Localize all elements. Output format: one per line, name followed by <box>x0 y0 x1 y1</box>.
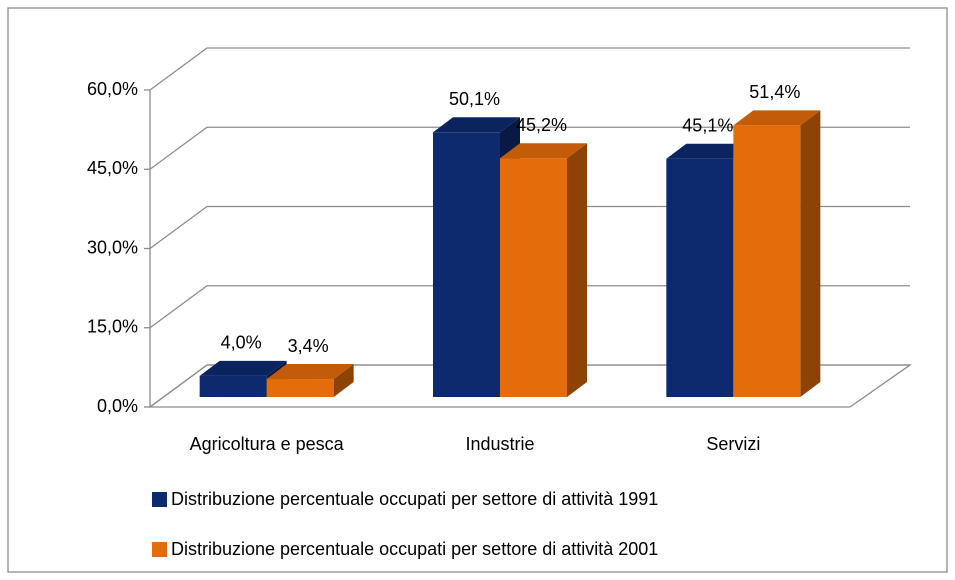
legend-label: Distribuzione percentuale occupati per s… <box>171 489 658 509</box>
data-label: 45,1% <box>682 115 733 135</box>
x-tick-label: Agricoltura e pesca <box>190 434 345 454</box>
y-tick-label: 0,0% <box>97 396 138 416</box>
bar-top <box>733 110 821 126</box>
bar-side <box>800 110 821 397</box>
data-label: 50,1% <box>449 89 500 109</box>
y-tick-label: 30,0% <box>87 237 138 257</box>
grid-line <box>149 47 910 91</box>
bar-top <box>199 360 287 376</box>
bar <box>199 375 267 397</box>
bar-top <box>500 143 587 159</box>
y-tick-label: 15,0% <box>87 317 138 337</box>
legend-swatch <box>152 492 167 507</box>
legend-label: Distribuzione percentuale occupati per s… <box>171 539 658 559</box>
bar-top <box>266 364 354 380</box>
y-tick-label: 60,0% <box>87 79 138 99</box>
data-label: 51,4% <box>749 82 800 102</box>
bar-top <box>433 117 520 133</box>
data-label: 3,4% <box>288 336 329 356</box>
bar-top <box>666 143 754 159</box>
bar <box>666 158 734 397</box>
bar-side <box>333 364 354 397</box>
legend-swatch <box>152 542 167 557</box>
y-tick-label: 45,0% <box>87 158 138 178</box>
bar-side <box>567 143 587 397</box>
bar <box>733 125 801 397</box>
data-label: 4,0% <box>221 333 262 353</box>
x-tick-label: Servizi <box>706 434 760 454</box>
grid-line <box>149 126 910 170</box>
bar <box>500 158 567 397</box>
bar <box>433 132 500 397</box>
bar <box>266 379 334 397</box>
x-tick-label: Industrie <box>465 434 534 454</box>
data-label: 45,2% <box>516 115 567 135</box>
